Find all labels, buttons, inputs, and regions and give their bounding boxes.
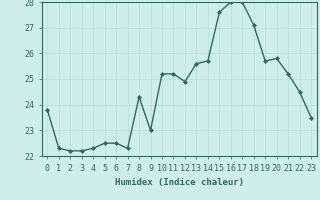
X-axis label: Humidex (Indice chaleur): Humidex (Indice chaleur) (115, 178, 244, 187)
